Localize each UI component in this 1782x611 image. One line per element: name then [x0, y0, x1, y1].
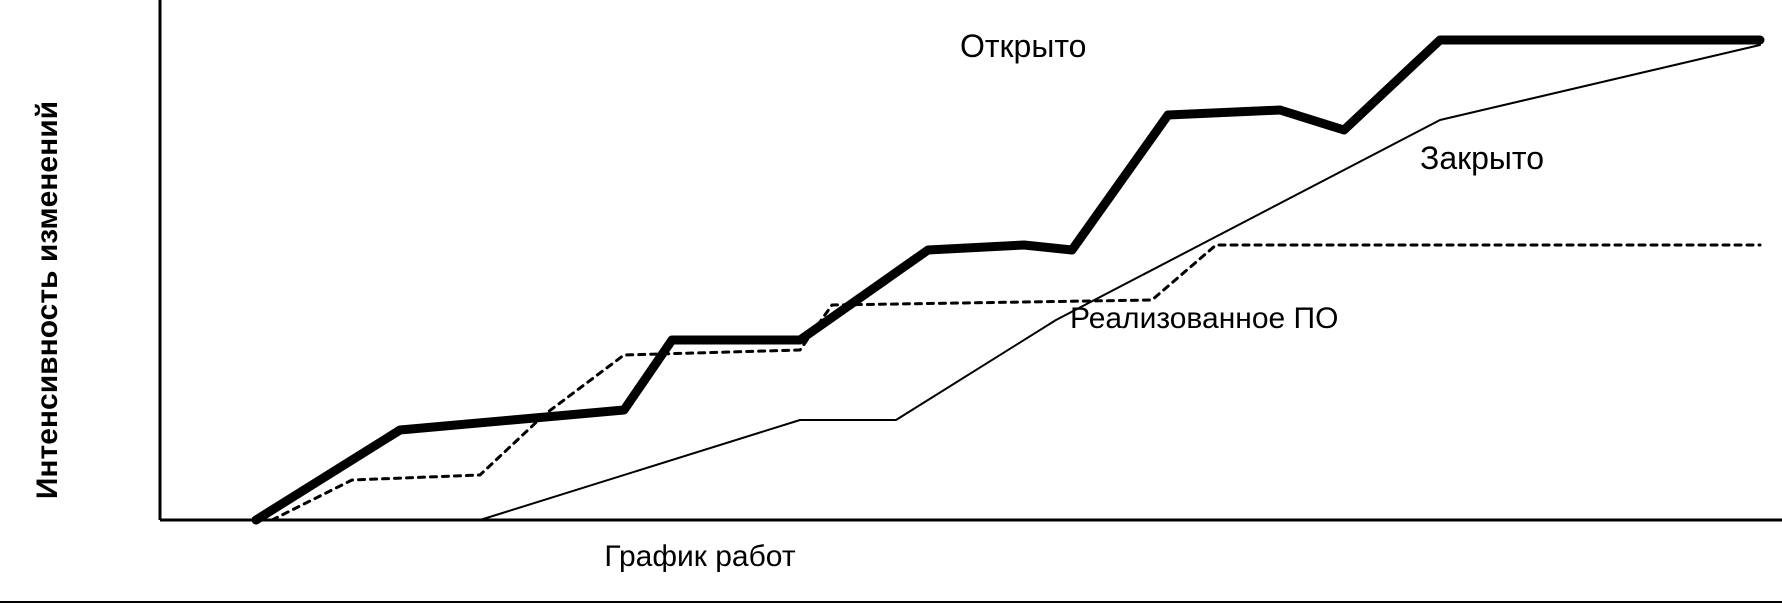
- chart-container: Интенсивность изменений График работ Отк…: [0, 0, 1782, 611]
- series-closed: [480, 45, 1760, 520]
- series-open: [256, 40, 1760, 520]
- chart-svg: [0, 0, 1782, 611]
- series-label-delivered: Реализованное ПО: [1070, 302, 1338, 336]
- series-label-closed: Закрыто: [1420, 140, 1544, 177]
- x-axis-label: График работ: [604, 540, 795, 574]
- series-delivered: [272, 245, 1760, 520]
- y-axis-label: Интенсивность изменений: [31, 101, 65, 499]
- series-label-open: Открыто: [960, 28, 1086, 65]
